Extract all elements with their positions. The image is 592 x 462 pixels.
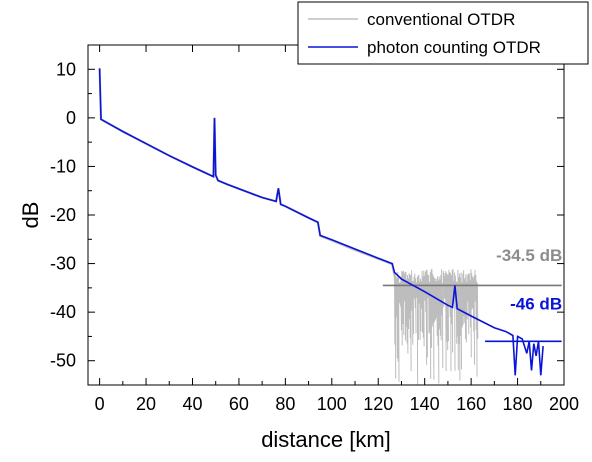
y-tick-label: 10 bbox=[56, 59, 76, 79]
x-tick-label: 20 bbox=[136, 394, 156, 414]
x-tick-label: 120 bbox=[363, 394, 393, 414]
x-tick-label: 140 bbox=[410, 394, 440, 414]
y-tick-label: -40 bbox=[50, 302, 76, 322]
x-tick-label: 100 bbox=[317, 394, 347, 414]
y-tick-label: 0 bbox=[66, 108, 76, 128]
y-tick-label: -10 bbox=[50, 156, 76, 176]
y-tick-label: -30 bbox=[50, 254, 76, 274]
legend-label-photon-counting: photon counting OTDR bbox=[367, 38, 541, 57]
x-tick-label: 200 bbox=[549, 394, 579, 414]
x-axis-title: distance [km] bbox=[261, 427, 391, 452]
x-tick-label: 0 bbox=[95, 394, 105, 414]
conventional-noise-region bbox=[394, 268, 479, 385]
y-axis-title: dB bbox=[18, 202, 43, 229]
plot-content bbox=[98, 68, 562, 385]
floor-annotations: -34.5 dB -46 dB bbox=[496, 246, 562, 314]
x-tick-label: 40 bbox=[182, 394, 202, 414]
axis-ticks: 0 20 40 60 80 100 120 140 160 180 200100-10-20-30-… bbox=[50, 44, 579, 414]
series-photon-counting-otdr bbox=[98, 68, 544, 376]
conventional-floor-label: -34.5 dB bbox=[496, 246, 562, 265]
x-tick-label: 160 bbox=[456, 394, 486, 414]
legend-box bbox=[297, 1, 589, 65]
y-tick-label: -20 bbox=[50, 205, 76, 225]
legend-label-conventional: conventional OTDR bbox=[367, 10, 515, 29]
legend: conventional OTDR photon counting OTDR bbox=[297, 1, 589, 65]
plot-area-frame bbox=[87, 44, 565, 386]
x-tick-label: 80 bbox=[275, 394, 295, 414]
x-tick-label: 180 bbox=[503, 394, 533, 414]
photon-counting-floor-label: -46 dB bbox=[510, 295, 562, 314]
x-tick-label: 60 bbox=[229, 394, 249, 414]
y-tick-label: -50 bbox=[50, 351, 76, 371]
